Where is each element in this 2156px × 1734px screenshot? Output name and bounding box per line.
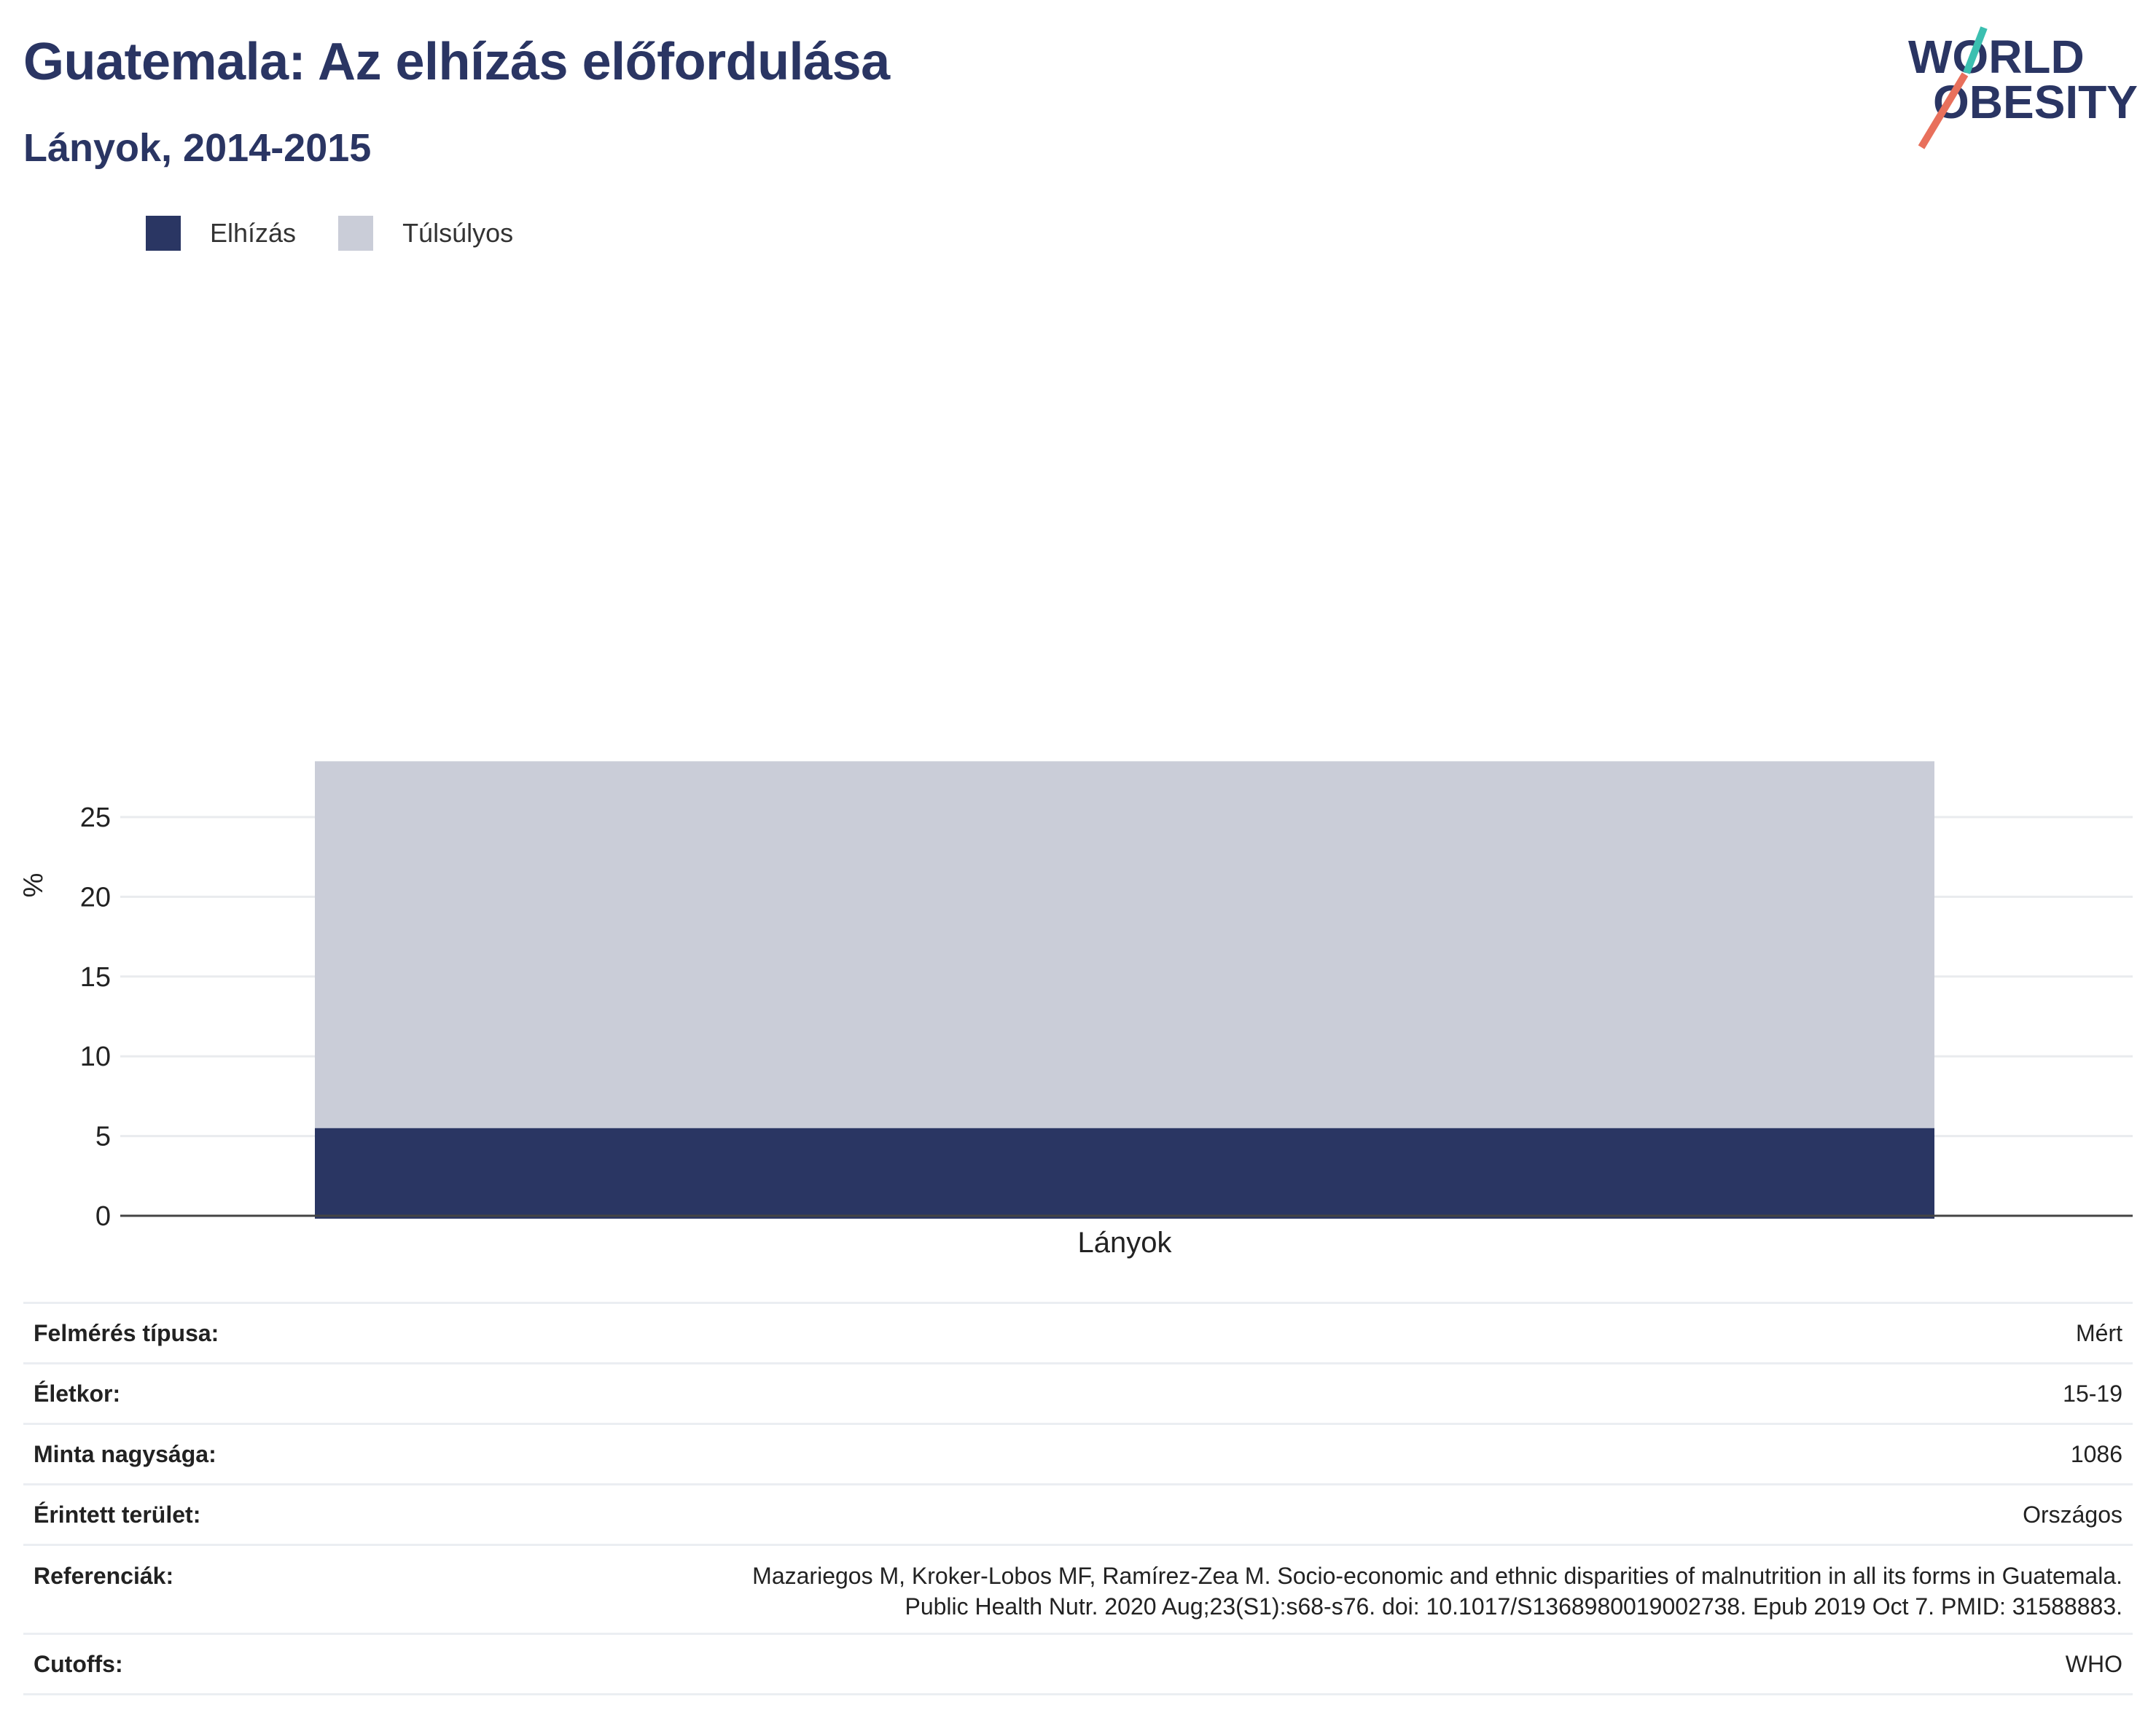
detail-row-age: Életkor: 15-19 [23, 1362, 2133, 1423]
detail-value: 1086 [2070, 1441, 2122, 1467]
detail-label: Felmérés típusa: [34, 1320, 219, 1346]
detail-value: WHO [2065, 1651, 2122, 1677]
detail-label: Referenciák: [34, 1563, 174, 1589]
legend-swatch-tulsulyos [338, 216, 374, 251]
detail-row-survey-type: Felmérés típusa: Mért [23, 1302, 2133, 1362]
legend-label-elhizas: Elhízás [210, 218, 297, 248]
reference-line: Mazariegos M, Kroker-Lobos MF, Ramírez-Z… [752, 1563, 2122, 1589]
legend-swatch-elhizas [146, 216, 181, 251]
detail-row-cutoffs: Cutoffs: WHO [23, 1633, 2133, 1695]
world-obesity-logo: WORLD OBESITY [1908, 26, 2138, 149]
detail-value: 15-19 [2063, 1380, 2122, 1407]
detail-value: Mért [2076, 1320, 2122, 1346]
legend-item-tulsulyos[interactable]: Túlsúlyos [338, 216, 513, 251]
logo-slash-coral [1918, 72, 1969, 149]
bar-chart: 0 5 10 15 20 25 Lányok % [18, 761, 2133, 1259]
detail-row-area: Érintett terület: Országos [23, 1483, 2133, 1544]
bar-segment-t-ls-lyos[interactable] [315, 761, 1934, 1128]
legend-item-elhizas[interactable]: Elhízás [146, 216, 296, 251]
detail-label: Életkor: [34, 1380, 121, 1407]
chart-subtitle: Lányok, 2014-2015 [23, 126, 372, 170]
reference-line: Public Health Nutr. 2020 Aug;23(S1):s68-… [905, 1593, 2122, 1620]
chart-title: Guatemala: Az elhízás előfordulása [23, 33, 890, 91]
chart-legend: Elhízás Túlsúlyos [146, 216, 555, 251]
x-tick-label: Lányok [1078, 1227, 1173, 1259]
logo-slash-teal [1963, 26, 1988, 74]
detail-row-references: Referenciák: Mazariegos M, Kroker-Lobos … [23, 1544, 2133, 1633]
y-tick-label: 25 [80, 802, 111, 833]
logo-text-world: WORLD [1908, 31, 2085, 83]
x-tick-labels: Lányok [1078, 1227, 1173, 1259]
detail-label: Minta nagysága: [34, 1441, 216, 1467]
detail-label: Cutoffs: [34, 1651, 123, 1677]
y-tick-label: 0 [95, 1201, 111, 1232]
logo-text-obesity: OBESITY [1933, 76, 2138, 128]
y-tick-label: 10 [80, 1042, 111, 1072]
detail-row-sample-size: Minta nagysága: 1086 [23, 1423, 2133, 1483]
bar-segment-elh-z-s[interactable] [315, 1128, 1934, 1219]
survey-details-table: Felmérés típusa: Mért Életkor: 15-19 Min… [23, 1302, 2133, 1695]
y-tick-labels: 0 5 10 15 20 25 [80, 802, 111, 1232]
y-tick-label: 5 [95, 1122, 111, 1152]
y-axis-label: % [18, 873, 49, 898]
detail-value-references: Mazariegos M, Kroker-Lobos MF, Ramírez-Z… [752, 1561, 2122, 1622]
legend-label-tulsulyos: Túlsúlyos [402, 218, 514, 248]
bar-marks [315, 761, 1934, 1219]
y-tick-label: 20 [80, 882, 111, 913]
y-tick-label: 15 [80, 962, 111, 993]
detail-label: Érintett terület: [34, 1501, 201, 1528]
detail-value: Országos [2023, 1501, 2122, 1528]
